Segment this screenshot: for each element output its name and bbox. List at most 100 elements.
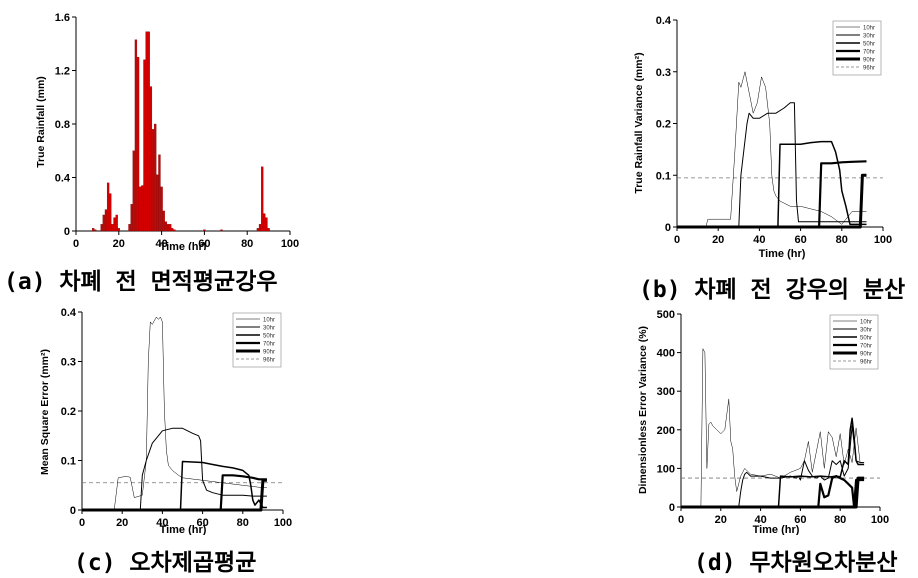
series-line-50hr <box>82 460 267 511</box>
bar <box>261 166 264 232</box>
legend-label-90hr: 90hr <box>863 58 875 64</box>
bar <box>117 228 120 232</box>
y-tick-label: 0.8 <box>55 119 70 131</box>
legend-label-90hr: 90hr <box>263 350 275 356</box>
x-tick-label: 20 <box>712 234 724 246</box>
bar <box>158 154 161 232</box>
x-tick-label: 40 <box>156 517 168 529</box>
x-tick-label: 40 <box>155 238 167 250</box>
bar <box>145 31 148 232</box>
legend-box <box>829 314 879 370</box>
x-tick-label: 0 <box>678 514 684 526</box>
legend-label-96hr: 96hr <box>860 360 872 366</box>
bar <box>147 31 150 232</box>
y-tick-label: 0 <box>64 226 70 238</box>
bar <box>139 186 142 232</box>
x-tick-label: 100 <box>281 238 299 250</box>
caption-a: (a) 차폐 전 면적평균강우 <box>4 269 278 295</box>
series-line-30hr <box>681 425 865 508</box>
legend-label-50hr: 50hr <box>863 42 875 48</box>
y-tick-label: 0 <box>669 502 675 514</box>
bar <box>156 174 159 232</box>
legend-label-50hr: 50hr <box>263 334 275 340</box>
bar <box>203 229 206 232</box>
bar <box>106 182 110 232</box>
series-line-50hr <box>677 140 867 228</box>
series-line-90hr <box>677 173 867 229</box>
x-axis-title: Time (hr) <box>160 241 207 250</box>
legend-label-70hr: 70hr <box>860 344 872 350</box>
x-tick-label: 0 <box>674 234 680 246</box>
y-axis-title: True Rainfall (mm) <box>35 76 47 168</box>
bar <box>151 129 155 232</box>
bar <box>263 213 266 232</box>
x-tick-label: 60 <box>794 514 806 526</box>
x-tick-label: 80 <box>237 517 249 529</box>
x-tick-label: 0 <box>73 238 79 250</box>
bar <box>160 186 163 232</box>
svg-text:True Rainfall Variance (mm²): True Rainfall Variance (mm²) <box>633 52 645 193</box>
bar <box>130 204 133 232</box>
svg-text:True Rainfall (mm): True Rainfall (mm) <box>35 76 47 168</box>
caption-b: (b) 차폐 전 강우의 분산 <box>639 277 906 303</box>
series-line-30hr <box>82 427 267 511</box>
y-tick-label: 0.4 <box>61 307 77 319</box>
y-axis-title: Dimensionless Error Variance (%) <box>637 326 649 494</box>
legend-label-30hr: 30hr <box>863 34 875 40</box>
bar <box>134 39 138 232</box>
y-tick-label: 0.4 <box>55 173 71 185</box>
x-tick-label: 60 <box>198 238 210 250</box>
x-tick-label: 20 <box>116 517 128 529</box>
x-tick-label: 40 <box>753 234 765 246</box>
x-tick-label: 60 <box>196 517 208 529</box>
bar <box>100 224 103 232</box>
bar <box>94 229 97 232</box>
x-tick-label: 40 <box>754 514 766 526</box>
y-axis-title: True Rainfall Variance (mm²) <box>633 52 645 193</box>
bar <box>136 56 140 232</box>
bar <box>169 224 172 232</box>
y-tick-label: 400 <box>657 348 675 360</box>
y-tick-label: 0.3 <box>61 357 76 369</box>
bar <box>154 123 157 232</box>
series-line-90hr <box>82 478 267 512</box>
chart-dimensionless-error-variance: Dimensionless Error Variance (%) Time (h… <box>637 309 889 535</box>
y-tick-label: 0 <box>665 222 671 234</box>
bar <box>164 221 168 232</box>
bar <box>166 224 170 232</box>
series-line-70hr <box>681 475 865 509</box>
legend-box <box>232 312 282 368</box>
y-tick-label: 0 <box>70 505 76 517</box>
legend-label-10hr: 10hr <box>863 26 875 32</box>
legend-label-70hr: 70hr <box>263 342 275 348</box>
bar <box>171 228 174 232</box>
bar <box>220 229 223 232</box>
bar <box>265 217 268 232</box>
x-tick-label: 0 <box>79 517 85 529</box>
legend-label-96hr: 96hr <box>863 66 875 72</box>
series-line-90hr <box>681 476 865 509</box>
x-tick-label: 60 <box>794 234 806 246</box>
x-axis-title: Time (hr) <box>759 248 806 260</box>
x-tick-label: 100 <box>871 514 889 526</box>
y-tick-label: 500 <box>657 309 675 321</box>
bar <box>102 214 105 232</box>
bar <box>143 59 146 232</box>
bar <box>256 228 260 232</box>
svg-text:Mean Square Error (mm²): Mean Square Error (mm²) <box>39 349 51 475</box>
y-tick-label: 0.2 <box>61 406 76 418</box>
caption-d: (d) 무차원오차분산 <box>694 550 898 576</box>
bar <box>132 150 135 232</box>
y-tick-label: 100 <box>657 463 675 475</box>
legend-label-10hr: 10hr <box>263 318 275 324</box>
bar <box>91 228 95 232</box>
chart-mean-square-error: Mean Square Error (mm²) Time (hr) 0 20 40 6… <box>39 307 292 535</box>
x-tick-label: 20 <box>113 238 125 250</box>
x-tick-label: 80 <box>834 514 846 526</box>
x-axis-title: Time (hr) <box>753 524 800 535</box>
legend-label-30hr: 30hr <box>860 328 872 334</box>
bar <box>267 228 270 232</box>
bar <box>258 224 262 232</box>
bar <box>149 86 153 232</box>
y-tick-label: 1.6 <box>55 12 70 24</box>
